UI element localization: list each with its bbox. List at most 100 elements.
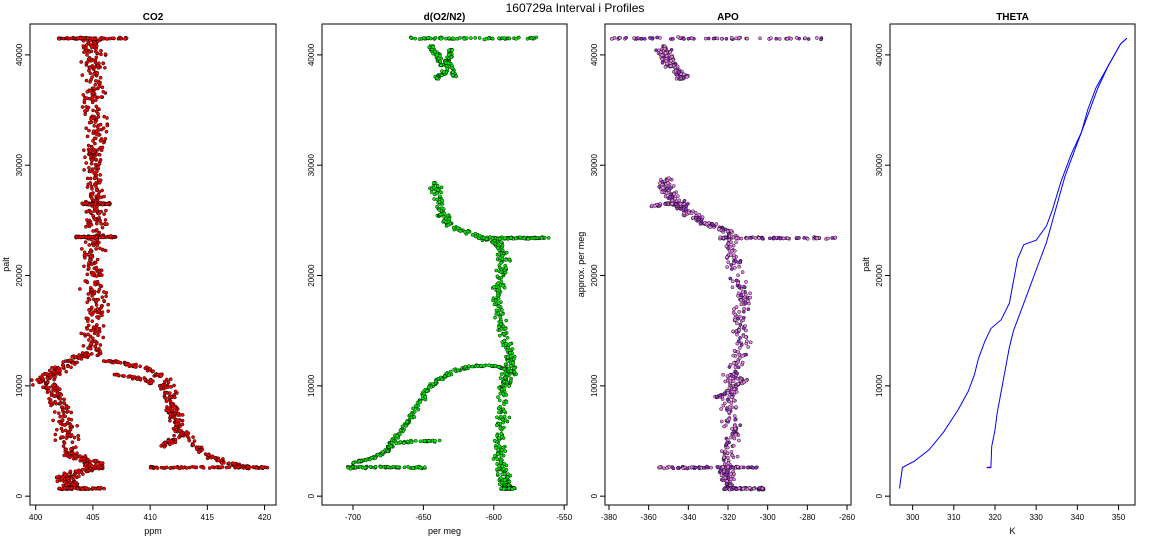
do2n2-point [439,36,443,41]
apo-point [727,405,732,409]
co2-point [82,264,86,269]
apo-point [746,307,751,312]
co2-point [92,72,96,76]
apo-point [729,435,733,440]
do2n2-point [505,359,510,363]
apo-point [785,37,790,41]
co2-ytick-label: 0 [15,493,24,498]
apo-xtick-label: -300 [760,513,777,522]
do2n2-point [435,191,439,196]
do2n2-point [494,423,499,428]
theta-xtick-label: 300 [906,513,920,522]
apo-point [729,228,733,233]
apo-xtick-label: -320 [720,513,737,522]
do2n2-point [507,366,512,371]
apo-point [673,196,677,201]
do2n2-point [440,198,445,203]
co2-point [68,422,73,427]
co2-point [85,36,90,41]
do2n2-point [484,237,489,241]
do2n2-point [478,233,482,238]
co2-point [103,248,108,253]
do2n2-point [503,478,507,482]
co2-point [47,400,52,405]
co2-point [151,369,155,374]
apo-point [771,236,776,241]
apo-point [735,454,740,459]
co2-point [98,246,102,251]
co2-point [90,287,95,292]
co2-point [176,411,181,416]
co2-point [60,475,65,479]
apo-point [675,64,680,69]
theta-series-line [899,37,1128,489]
do2n2-point [482,364,486,368]
co2-point [84,462,89,466]
co2-point [172,383,176,388]
apo-point [663,202,668,206]
apo-point [675,206,680,211]
co2-point [155,466,160,470]
co2-point [87,250,92,255]
do2n2-point [411,466,415,470]
co2-point [63,486,67,490]
co2-point [62,397,66,402]
co2-marks [30,35,270,492]
co2-point [180,413,185,417]
co2-point [170,408,175,413]
co2-point [52,410,57,414]
apo-point [744,280,748,284]
apo-point [727,417,732,421]
co2-point [97,180,102,185]
co2-point [75,451,79,456]
do2n2-point [448,369,453,374]
do2n2-point [442,70,446,75]
co2-point [138,376,143,381]
co2-point [49,403,53,408]
apo-point [748,291,752,296]
co2-point [192,439,197,443]
co2-point [172,433,176,438]
apo-point [745,236,749,241]
do2n2-point [496,293,501,298]
apo-point [731,235,736,240]
co2-point [63,414,68,419]
apo-point [803,36,807,41]
co2-point [95,243,100,248]
do2n2-point [507,36,512,41]
do2n2-point [409,36,414,40]
co2-point [97,240,101,245]
co2-point [94,247,98,251]
apo-point [727,410,731,414]
co2-point [92,171,97,176]
do2n2-point [358,464,362,469]
co2-point [90,98,95,103]
do2n2-point [437,438,442,443]
do2n2-ytick-label: 20000 [307,264,316,287]
apo-point [672,192,677,196]
co2-point [179,431,184,436]
apo-point [662,466,666,471]
co2-xtick-label: 400 [29,513,43,522]
apo-marks [609,35,838,492]
co2-point [47,368,52,373]
do2n2-point [412,409,417,414]
co2-point [68,358,72,363]
apo-point [676,466,680,471]
co2-point [86,353,91,357]
apo-point [718,235,723,240]
co2-point [98,75,103,80]
apo-point [726,461,731,466]
co2-point [95,152,99,156]
co2-point [84,126,89,131]
apo-point [685,74,689,79]
co2-point [103,65,107,70]
co2-point [59,426,64,431]
apo-ytick-label: 40000 [590,43,599,66]
apo-point [686,201,690,206]
apo-point [734,405,738,409]
apo-point [624,35,628,40]
do2n2-point [507,257,512,262]
do2n2-point [501,331,506,336]
apo-point [733,312,738,317]
